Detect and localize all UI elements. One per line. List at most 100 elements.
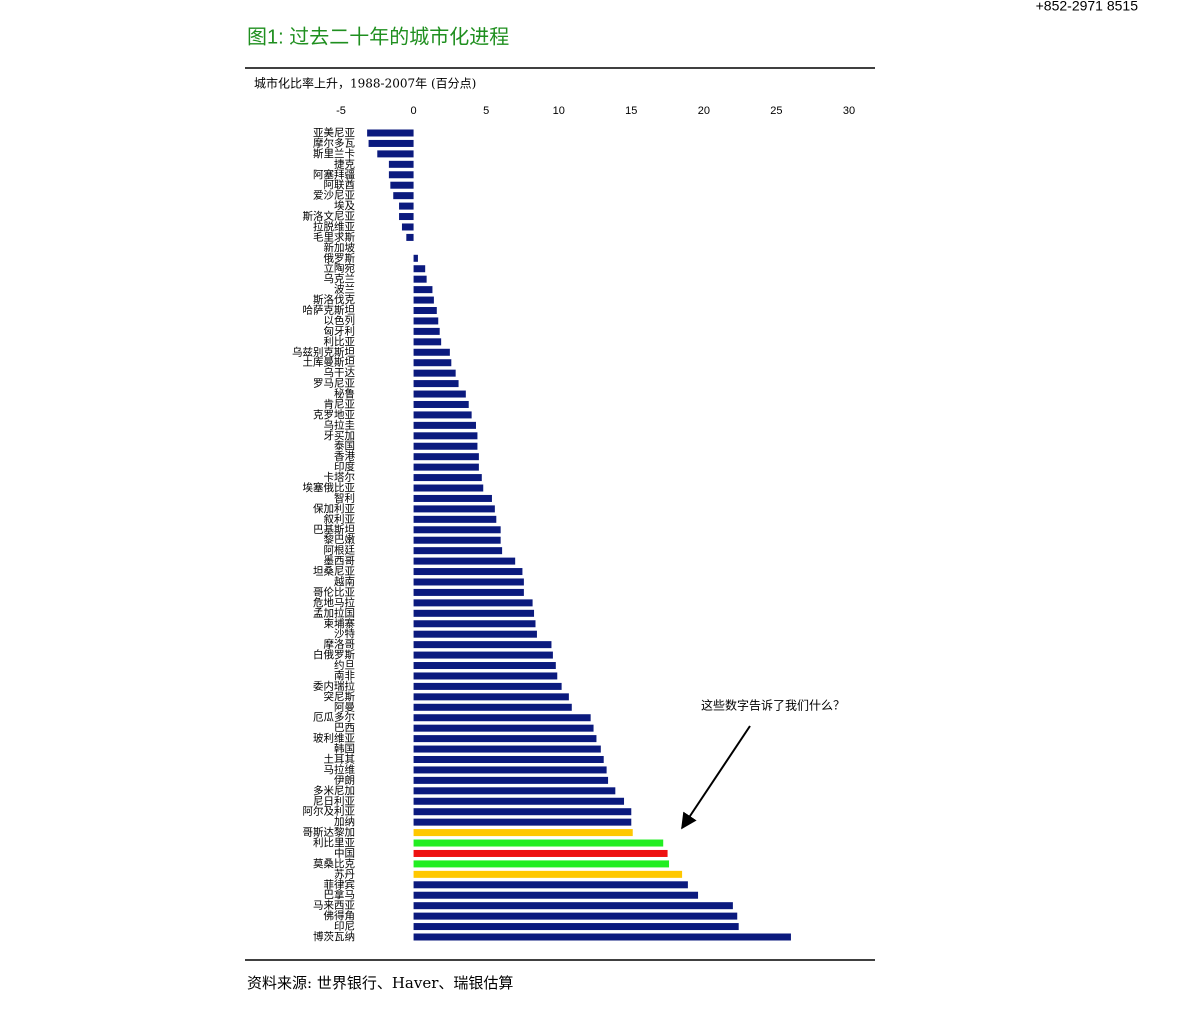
- y-tick-label: 加纳: [334, 815, 355, 828]
- y-tick-label: 毛里求斯: [313, 230, 355, 243]
- y-tick-label: 哈萨克斯坦: [303, 304, 356, 317]
- y-tick-label: 莫桑比克: [313, 857, 355, 870]
- y-tick-label: 土库曼斯坦: [303, 356, 356, 369]
- y-tick-label: 突尼斯: [324, 690, 356, 703]
- bar: [413, 923, 739, 931]
- bar: [399, 213, 414, 221]
- y-tick-label: 巴拿马: [324, 888, 356, 901]
- bar: [401, 223, 414, 231]
- bar: [413, 432, 478, 440]
- y-tick-label: 印尼: [334, 921, 355, 933]
- bar: [413, 578, 524, 586]
- bar: [406, 233, 414, 241]
- y-tick-label: 越南: [334, 575, 355, 588]
- x-tick-label: 5: [483, 105, 489, 117]
- bar: [413, 536, 501, 544]
- bar: [413, 254, 418, 262]
- bar: [413, 588, 524, 596]
- bar: [413, 348, 450, 356]
- bar: [413, 881, 688, 889]
- chart-title: 图1: 过去二十年的城市化进程: [247, 25, 509, 48]
- bar: [413, 724, 594, 732]
- y-tick-label: 乌克兰: [324, 272, 356, 285]
- bar: [413, 912, 738, 920]
- bar: [413, 505, 495, 513]
- bar: [413, 818, 632, 826]
- source: 资料来源: 世界银行、Haver、瑞银估算: [247, 974, 513, 992]
- y-tick-label: 南非: [334, 669, 355, 682]
- y-tick-label: 阿联酋: [324, 178, 356, 191]
- x-tick-label: 0: [411, 105, 417, 117]
- bar: [413, 891, 699, 899]
- bar: [388, 171, 414, 179]
- y-tick-label: 玻利维亚: [313, 732, 355, 745]
- y-tick-label: 秘鲁: [334, 387, 355, 400]
- bar: [413, 599, 533, 607]
- bar: [413, 651, 553, 659]
- annotation: 这些数字告诉了我们什么？: [701, 698, 845, 713]
- bar: [413, 693, 569, 701]
- y-tick-label: 韩国: [334, 742, 355, 755]
- y-tick-label: 埃及: [334, 199, 355, 212]
- y-tick-label: 香港: [334, 451, 355, 463]
- y-tick-label: 马拉维: [324, 763, 356, 776]
- y-tick-label: 阿根廷: [324, 544, 356, 557]
- bar: [413, 421, 476, 429]
- bar: [413, 317, 439, 325]
- y-tick-label: 博茨瓦纳: [313, 930, 355, 943]
- y-tick-label: 泰国: [334, 439, 355, 452]
- bar: [413, 776, 609, 784]
- bar: [413, 902, 733, 910]
- y-tick-label: 亚美尼亚: [313, 126, 355, 139]
- x-tick-label: 20: [698, 105, 710, 117]
- y-tick-label: 约旦: [334, 659, 355, 672]
- y-tick-label: 摩尔多瓦: [313, 136, 355, 149]
- annotation-arrow: [681, 725, 751, 830]
- y-tick-label: 斯里兰卡: [313, 147, 355, 160]
- y-tick-label: 尼日利亚: [313, 795, 355, 807]
- y-tick-label: 叙利亚: [324, 512, 356, 525]
- x-tick-label: 10: [553, 105, 565, 117]
- bar: [413, 568, 523, 576]
- phone: +852-2971 8515: [1036, 0, 1139, 14]
- bar: [413, 714, 591, 722]
- y-tick-label: 坦桑尼亚: [313, 565, 355, 578]
- bar: [413, 766, 607, 774]
- x-tick-label: 30: [843, 105, 855, 117]
- bar: [413, 526, 501, 534]
- bar: [413, 630, 537, 638]
- y-tick-label: 佛得角: [324, 909, 356, 922]
- y-tick-label: 斯洛伐克: [313, 293, 355, 306]
- y-tick-label: 黎巴嫩: [324, 533, 356, 546]
- bar: [413, 494, 492, 502]
- bar: [413, 307, 437, 315]
- bar: [413, 703, 572, 711]
- bar: [413, 849, 668, 857]
- y-tick-label: 委内瑞拉: [313, 679, 355, 692]
- y-tick-label: 乌兹别克斯坦: [292, 345, 355, 358]
- bar: [413, 620, 536, 628]
- bar: [388, 160, 414, 168]
- bar: [413, 390, 466, 398]
- bar: [413, 474, 482, 482]
- y-tick-label: 菲律宾: [324, 878, 356, 891]
- y-tick-label: 智利: [334, 491, 355, 504]
- bar: [413, 870, 683, 878]
- bar: [413, 557, 516, 565]
- bar: [368, 139, 414, 147]
- y-tick-label: 土耳其: [324, 752, 356, 765]
- bar: [413, 641, 552, 649]
- y-tick-label: 罗马尼亚: [313, 378, 355, 390]
- bar: [413, 327, 440, 335]
- y-tick-label: 肯尼亚: [324, 397, 356, 410]
- y-tick-label: 阿曼: [334, 701, 355, 713]
- y-tick-label: 孟加拉国: [313, 606, 355, 619]
- bar: [413, 286, 433, 294]
- y-tick-label: 拉脱维亚: [313, 220, 355, 233]
- bar: [413, 547, 503, 555]
- bar: [413, 745, 601, 753]
- bar: [413, 839, 664, 847]
- y-tick-label: 以色列: [324, 314, 356, 327]
- bar: [399, 202, 414, 210]
- y-tick-label: 克罗地亚: [313, 408, 355, 421]
